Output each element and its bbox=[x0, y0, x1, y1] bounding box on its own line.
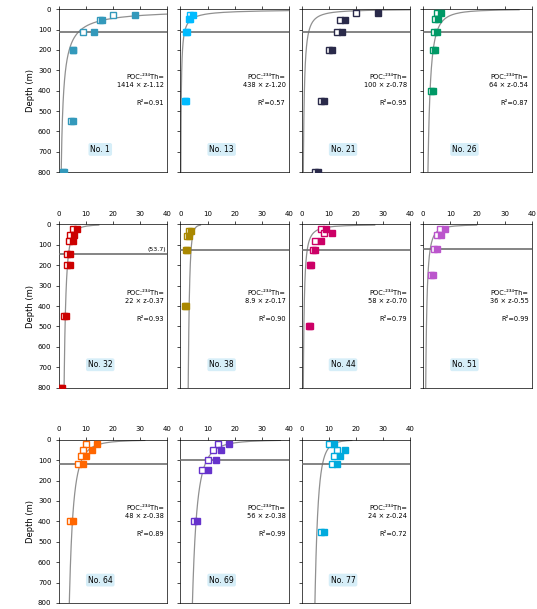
Text: POC:²³⁴Th=
58 × z-0.70: POC:²³⁴Th= 58 × z-0.70 bbox=[368, 290, 407, 304]
Text: POC:²³⁴Th=
56 × z-0.38: POC:²³⁴Th= 56 × z-0.38 bbox=[246, 505, 286, 519]
Text: POC:²³⁴Th=
22 × z-0.37: POC:²³⁴Th= 22 × z-0.37 bbox=[125, 290, 164, 304]
Text: R²=0.90: R²=0.90 bbox=[258, 316, 286, 322]
Text: R²=0.95: R²=0.95 bbox=[379, 100, 407, 107]
Text: R²=0.89: R²=0.89 bbox=[136, 531, 164, 537]
Text: POC:²³⁴Th=
100 × z-0.78: POC:²³⁴Th= 100 × z-0.78 bbox=[364, 74, 407, 88]
Text: POC:²³⁴Th=
8.9 × z-0.17: POC:²³⁴Th= 8.9 × z-0.17 bbox=[245, 290, 286, 304]
Text: POC:²³⁴Th=
36 × z-0.55: POC:²³⁴Th= 36 × z-0.55 bbox=[490, 290, 528, 304]
Text: No. 1: No. 1 bbox=[90, 145, 110, 154]
Text: POC:²³⁴Th=
438 × z-1.20: POC:²³⁴Th= 438 × z-1.20 bbox=[243, 74, 286, 88]
Text: R²=0.79: R²=0.79 bbox=[379, 316, 407, 322]
Text: No. 21: No. 21 bbox=[331, 145, 355, 154]
Text: R²=0.99: R²=0.99 bbox=[501, 316, 528, 322]
Text: No. 13: No. 13 bbox=[209, 145, 234, 154]
Text: R²=0.87: R²=0.87 bbox=[500, 100, 528, 107]
Text: No. 38: No. 38 bbox=[209, 361, 234, 369]
Text: No. 51: No. 51 bbox=[452, 361, 477, 369]
Text: No. 77: No. 77 bbox=[331, 576, 355, 585]
Text: No. 69: No. 69 bbox=[209, 576, 234, 585]
Text: R²=0.57: R²=0.57 bbox=[258, 100, 286, 107]
Y-axis label: Depth (m): Depth (m) bbox=[26, 500, 35, 543]
Text: No. 64: No. 64 bbox=[88, 576, 113, 585]
Text: POC:²³⁴Th=
1414 × z-1.12: POC:²³⁴Th= 1414 × z-1.12 bbox=[117, 74, 164, 88]
Text: No. 44: No. 44 bbox=[331, 361, 355, 369]
Text: (53.7): (53.7) bbox=[148, 247, 166, 252]
Text: POC:²³⁴Th=
24 × z-0.24: POC:²³⁴Th= 24 × z-0.24 bbox=[368, 505, 407, 519]
Text: R²=0.99: R²=0.99 bbox=[258, 531, 286, 537]
Text: R²=0.72: R²=0.72 bbox=[379, 531, 407, 537]
Y-axis label: Depth (m): Depth (m) bbox=[26, 69, 35, 112]
Text: R²=0.91: R²=0.91 bbox=[137, 100, 164, 107]
Y-axis label: Depth (m): Depth (m) bbox=[26, 284, 35, 328]
Text: No. 32: No. 32 bbox=[88, 361, 113, 369]
Text: R²=0.93: R²=0.93 bbox=[137, 316, 164, 322]
Text: POC:²³⁴Th=
64 × z-0.54: POC:²³⁴Th= 64 × z-0.54 bbox=[489, 74, 528, 88]
Text: No. 26: No. 26 bbox=[452, 145, 477, 154]
Text: POC:²³⁴Th=
48 × z-0.38: POC:²³⁴Th= 48 × z-0.38 bbox=[125, 505, 164, 519]
